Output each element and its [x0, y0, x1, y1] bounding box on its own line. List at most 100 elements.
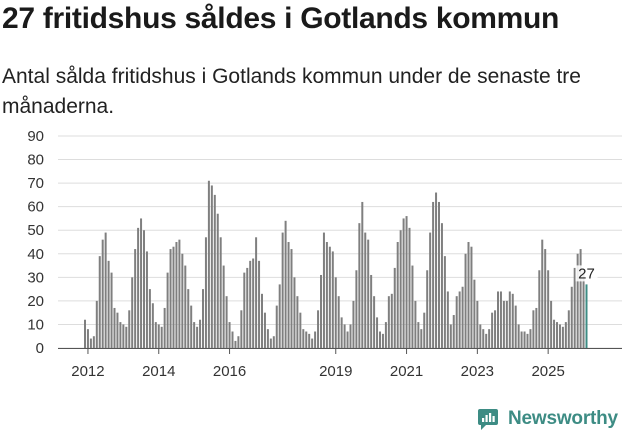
y-tick-label: 30 [27, 269, 44, 286]
bar [252, 258, 255, 348]
bar [175, 242, 178, 348]
bar [287, 242, 290, 348]
bar [417, 322, 420, 348]
bar [523, 331, 526, 348]
bar [384, 322, 387, 348]
bar [550, 300, 553, 348]
bar [143, 230, 145, 348]
bar [160, 326, 163, 348]
bar [261, 293, 263, 348]
chart-grid [58, 135, 622, 349]
bar [340, 317, 343, 348]
bar [148, 289, 151, 348]
bar [263, 312, 266, 348]
bar [210, 185, 213, 348]
bar [154, 322, 157, 348]
bar [491, 312, 494, 348]
chart-bars [84, 180, 588, 348]
bar [290, 249, 293, 348]
bar [514, 305, 517, 348]
bar [379, 331, 381, 348]
bar [187, 289, 190, 348]
bar [314, 331, 317, 348]
bar [113, 307, 116, 348]
bar [535, 307, 538, 348]
bar [163, 307, 166, 348]
bar [485, 333, 488, 348]
bar [405, 216, 408, 348]
bar [157, 324, 160, 348]
bar [107, 260, 110, 348]
x-tick-label: 2019 [319, 363, 352, 380]
bar [343, 324, 346, 348]
bar [558, 324, 561, 348]
x-tick-label: 2016 [213, 363, 246, 380]
bar [305, 331, 308, 348]
bar [178, 239, 181, 348]
bar [573, 267, 576, 348]
bar [317, 310, 320, 348]
bar [420, 329, 423, 348]
x-axis: 2012 2014 2016 2019 2021 2023 2025 [58, 348, 622, 380]
bar [393, 267, 396, 348]
bar [255, 237, 258, 348]
bar [488, 329, 491, 348]
bar [373, 296, 376, 348]
x-tick-label: 2023 [461, 363, 494, 380]
bar [449, 324, 452, 348]
bar [308, 333, 311, 348]
bar [311, 338, 314, 348]
bar [92, 336, 95, 348]
bar [440, 223, 443, 348]
bar [272, 336, 275, 348]
bar [234, 340, 237, 348]
bar [476, 300, 479, 348]
bar [334, 277, 337, 348]
bar [243, 272, 246, 348]
x-tick-label: 2025 [531, 363, 564, 380]
bar [213, 194, 216, 348]
bar [184, 265, 187, 348]
bar [367, 239, 370, 348]
bar [467, 242, 470, 348]
bar [128, 310, 131, 348]
bar [302, 329, 305, 348]
bar [355, 270, 358, 348]
bar [172, 246, 175, 348]
bar [446, 291, 449, 348]
bar [246, 267, 249, 348]
bar [376, 317, 379, 348]
bar [541, 239, 544, 348]
bar [122, 324, 125, 348]
bar [193, 322, 196, 348]
bar [402, 218, 405, 348]
bar [86, 329, 89, 348]
bar [110, 272, 113, 348]
bar [237, 336, 240, 348]
bar [258, 260, 261, 348]
bar [125, 326, 128, 348]
bar [499, 291, 502, 348]
bar [532, 310, 535, 348]
bar [544, 249, 547, 348]
bar [426, 270, 429, 348]
bar [131, 277, 134, 348]
bar [473, 279, 476, 348]
bar [497, 291, 499, 348]
bar [325, 242, 328, 348]
bar [284, 220, 287, 348]
bar [231, 331, 234, 348]
bar [299, 312, 302, 348]
bar [517, 324, 520, 348]
bar [358, 223, 361, 348]
bar [266, 329, 269, 348]
bar [169, 249, 172, 348]
bar [207, 180, 210, 348]
bar [438, 201, 440, 348]
bar [216, 213, 219, 348]
last-label-halo [575, 265, 598, 282]
bar [225, 296, 228, 348]
bar [370, 274, 373, 348]
bar [529, 329, 532, 348]
bar [199, 319, 202, 348]
